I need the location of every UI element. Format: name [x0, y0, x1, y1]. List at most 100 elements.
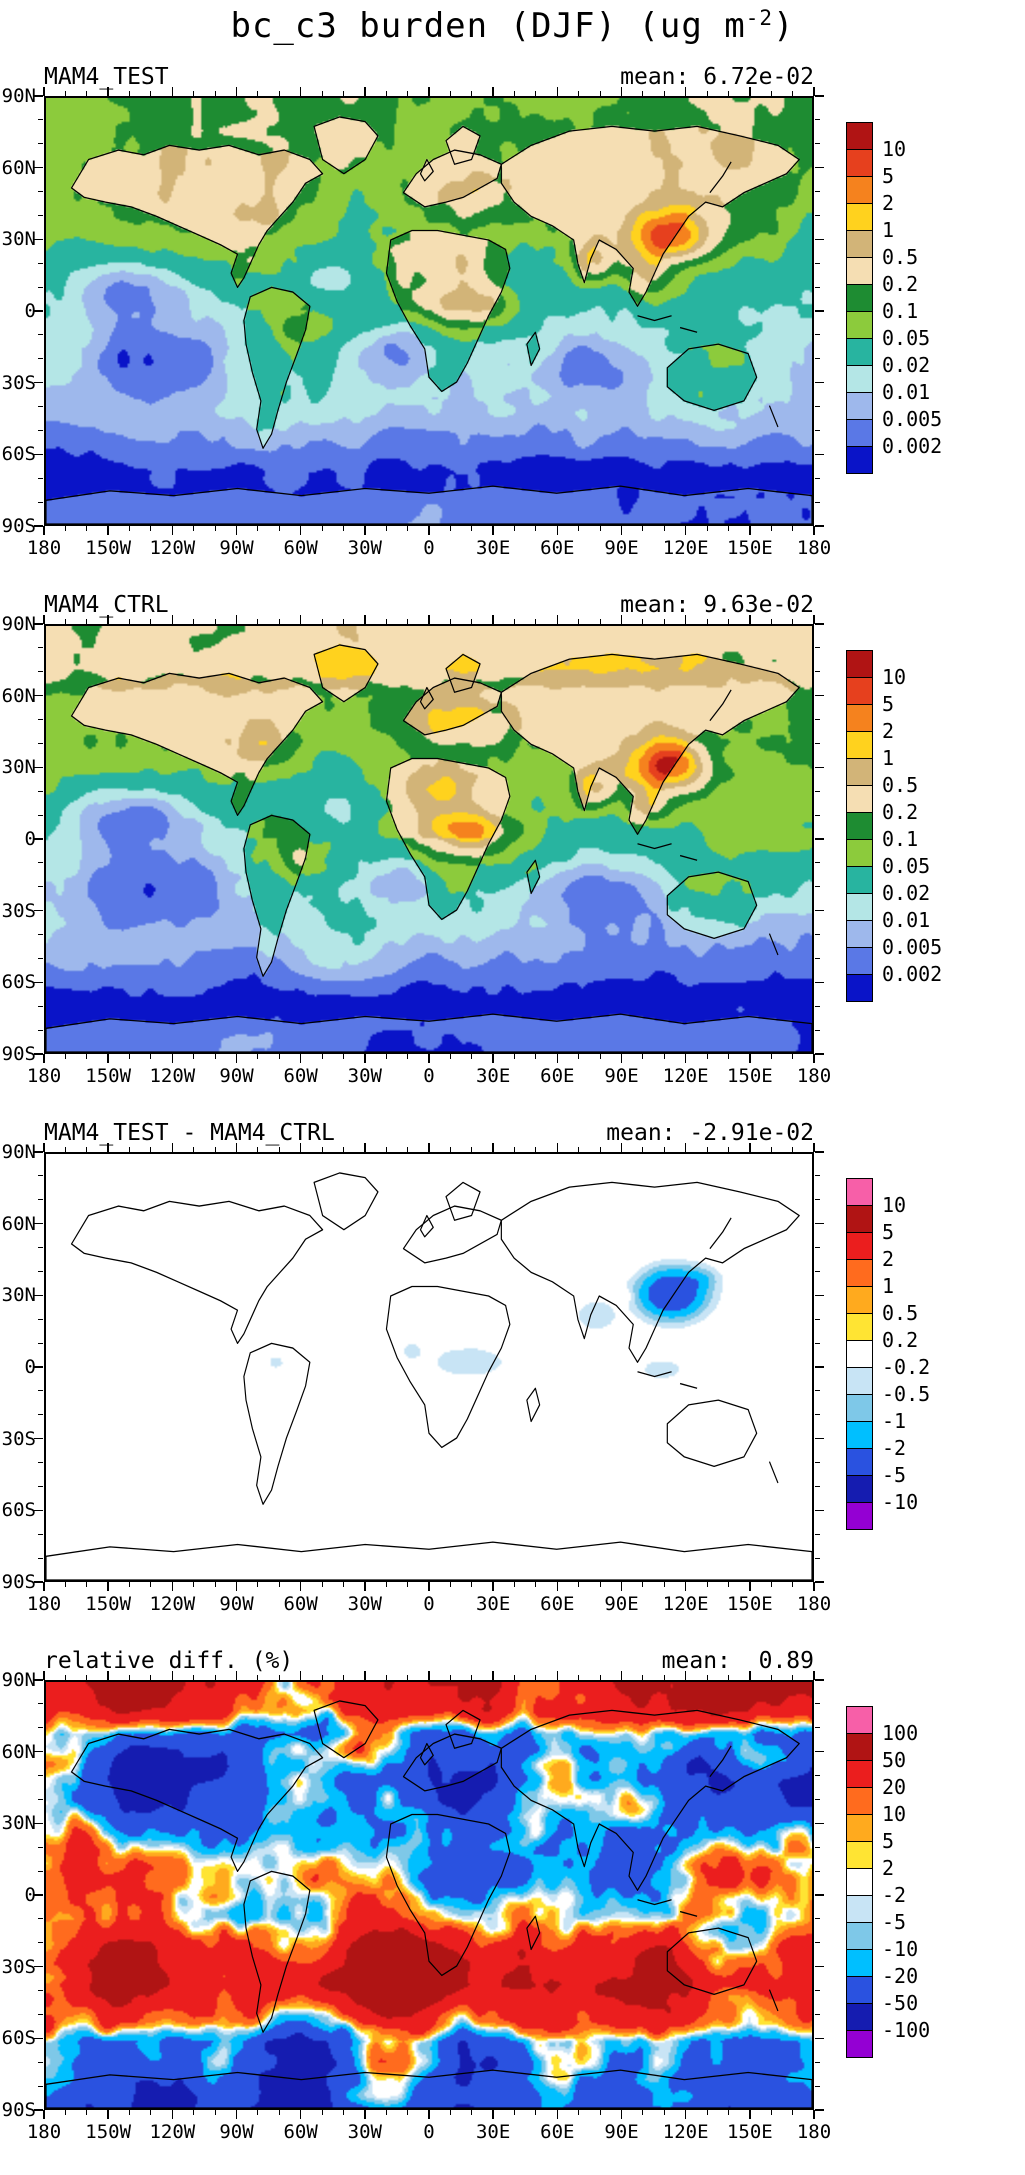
axis-tick [706, 526, 708, 531]
colorbar-tick-label: 10 [882, 137, 907, 161]
axis-tick [813, 1143, 815, 1152]
axis-tick [815, 1247, 820, 1249]
axis-tick [193, 2110, 195, 2115]
axis-tick [385, 1054, 387, 1059]
axis-tick [321, 1582, 323, 1587]
axis-tick [38, 501, 43, 503]
lon-tick-label: 120E [662, 1065, 709, 1087]
contour-field-canvas [46, 98, 812, 524]
axis-tick [235, 615, 238, 624]
axis-tick [278, 1054, 280, 1059]
axis-tick [449, 91, 451, 96]
lon-axis: 180 150W 120W 90W 60W 30W 0 30E 60E 90E 120E 150E 18… [27, 2121, 831, 2145]
axis-tick [278, 619, 280, 624]
axis-tick [813, 2110, 815, 2119]
axis-tick [792, 619, 794, 624]
lon-tick-label: 60W [283, 2121, 318, 2143]
axis-tick [815, 477, 820, 479]
lon-tick-label: 30E [475, 1593, 511, 1615]
lat-tick-label: 90N [1, 613, 36, 635]
lon-tick-label: 120E [662, 2121, 709, 2143]
axis-tick [813, 1582, 815, 1591]
axis-tick [815, 334, 820, 336]
axis-tick [34, 1222, 43, 1225]
axis-tick [815, 1942, 820, 1944]
axis-tick [321, 1054, 323, 1059]
axis-tick [342, 91, 344, 96]
axis-tick [34, 166, 43, 169]
axis-tick [620, 87, 623, 96]
axis-tick [342, 1147, 344, 1152]
axis-tick [385, 1675, 387, 1680]
colorbar-swatch [846, 1706, 873, 1734]
axis-tick [792, 526, 794, 531]
axis-tick [34, 525, 43, 527]
lon-tick-label: 60E [540, 1593, 575, 1615]
axis-tick [38, 1199, 43, 1201]
axis-tick [535, 1675, 537, 1680]
lon-axis: 180 150W 120W 90W 60W 30W 0 30E 60E 90E 120E 150E 18… [27, 1593, 831, 1617]
colorbar-swatch [846, 1841, 873, 1869]
lon-tick-label: 120W [149, 1593, 196, 1615]
lon-axis: 180 150W 120W 90W 60W 30W 0 30E 60E 90E 120E 150E 18… [27, 1065, 831, 1089]
axis-tick [535, 91, 537, 96]
axis-tick [684, 526, 687, 535]
lon-tick-label: 180 [796, 1065, 832, 1087]
panel-title: relative diff. (%) [44, 1648, 294, 1674]
figure-title-text: bc_c3 burden (DJF) (ug m [230, 6, 746, 46]
axis-tick [342, 2110, 344, 2115]
axis-tick [86, 1147, 88, 1152]
axis-tick [150, 1582, 152, 1587]
axis-tick [815, 119, 820, 121]
colorbar-tick-label: 0.5 [882, 773, 919, 797]
colorbar-tick-label: 5 [882, 692, 895, 716]
axis-tick [815, 1390, 820, 1392]
axis-tick [235, 1143, 238, 1152]
lat-tick-label: 0 [24, 300, 36, 322]
lat-tick-label: 60S [1, 2027, 36, 2050]
axis-tick [129, 1054, 131, 1059]
colorbar-tick-label: 1 [882, 746, 895, 770]
axis-tick [38, 1870, 43, 1872]
axis-tick [257, 1054, 259, 1059]
axis-tick [407, 1054, 409, 1059]
axis-tick [770, 1582, 772, 1587]
axis-tick [129, 526, 131, 531]
axis-tick [64, 526, 66, 531]
axis-tick [749, 2110, 751, 2119]
axis-tick [171, 526, 174, 535]
axis-tick [129, 1147, 131, 1152]
panel-mam4-test-header: MAM4_TEST mean: 6.72e-02 [44, 64, 814, 90]
colorbar-swatch [846, 974, 873, 1002]
lat-tick-label: 30S [1, 1955, 36, 1978]
colorbar-swatches [846, 1178, 873, 1530]
colorbar-swatch [846, 1394, 873, 1422]
axis-tick [684, 87, 687, 96]
axis-tick [642, 91, 644, 96]
colorbar-tick-label: -1 [882, 1409, 907, 1433]
axis-tick [299, 1671, 302, 1680]
axis-tick [321, 2110, 323, 2115]
axis-tick [471, 1675, 473, 1680]
axis-tick [815, 1151, 824, 1153]
panel-mam4-ctrl: MAM4_CTRL mean: 9.63e-02 90N 60N 30N 0 30S 60… [0, 590, 1025, 1118]
axis-tick [385, 526, 387, 531]
axis-tick [34, 453, 43, 456]
axis-tick [727, 526, 729, 531]
lon-tick-label: 30W [347, 1593, 382, 1615]
lon-tick-label: 120E [662, 1593, 709, 1615]
colorbar-swatch [846, 1502, 873, 1530]
axis-tick [407, 2110, 409, 2115]
axis-tick [257, 1582, 259, 1587]
colorbar-swatch [846, 812, 873, 840]
axis-tick [86, 619, 88, 624]
colorbar-swatches [846, 1706, 873, 2058]
axis-tick [471, 91, 473, 96]
axis-tick [684, 2110, 687, 2119]
colorbar-swatch [846, 1232, 873, 1260]
axis-tick [214, 1582, 216, 1587]
axis-tick [299, 87, 302, 96]
lat-tick-label: 60S [1, 1499, 36, 1522]
colorbar-tick-label: 50 [882, 1748, 907, 1772]
lon-tick-label: 30W [347, 1065, 382, 1087]
